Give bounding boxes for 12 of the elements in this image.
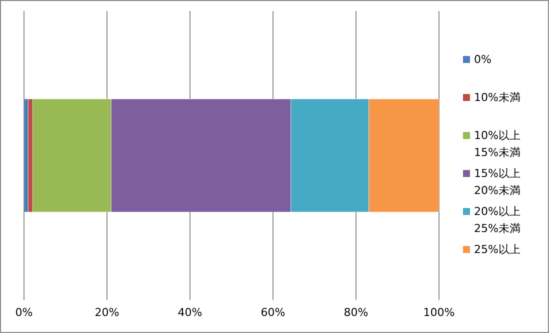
x-tick-label: 40% <box>178 306 202 319</box>
x-tick-label: 20% <box>94 306 120 319</box>
legend-label: 15%以上 20%未満 <box>474 166 520 199</box>
legend-label: 10%以上 15%未満 <box>474 128 520 161</box>
x-tick-label: 80% <box>344 306 368 319</box>
legend-label: 10%未満 <box>474 90 520 106</box>
legend-label: 0% <box>474 52 492 68</box>
legend-label: 25%以上 <box>474 242 520 258</box>
x-tick-label: 60% <box>260 306 286 319</box>
legend-label: 20%以上 25%未満 <box>474 204 520 237</box>
x-tick-label: 100% <box>423 306 455 319</box>
x-tick-label: 0% <box>15 306 33 319</box>
